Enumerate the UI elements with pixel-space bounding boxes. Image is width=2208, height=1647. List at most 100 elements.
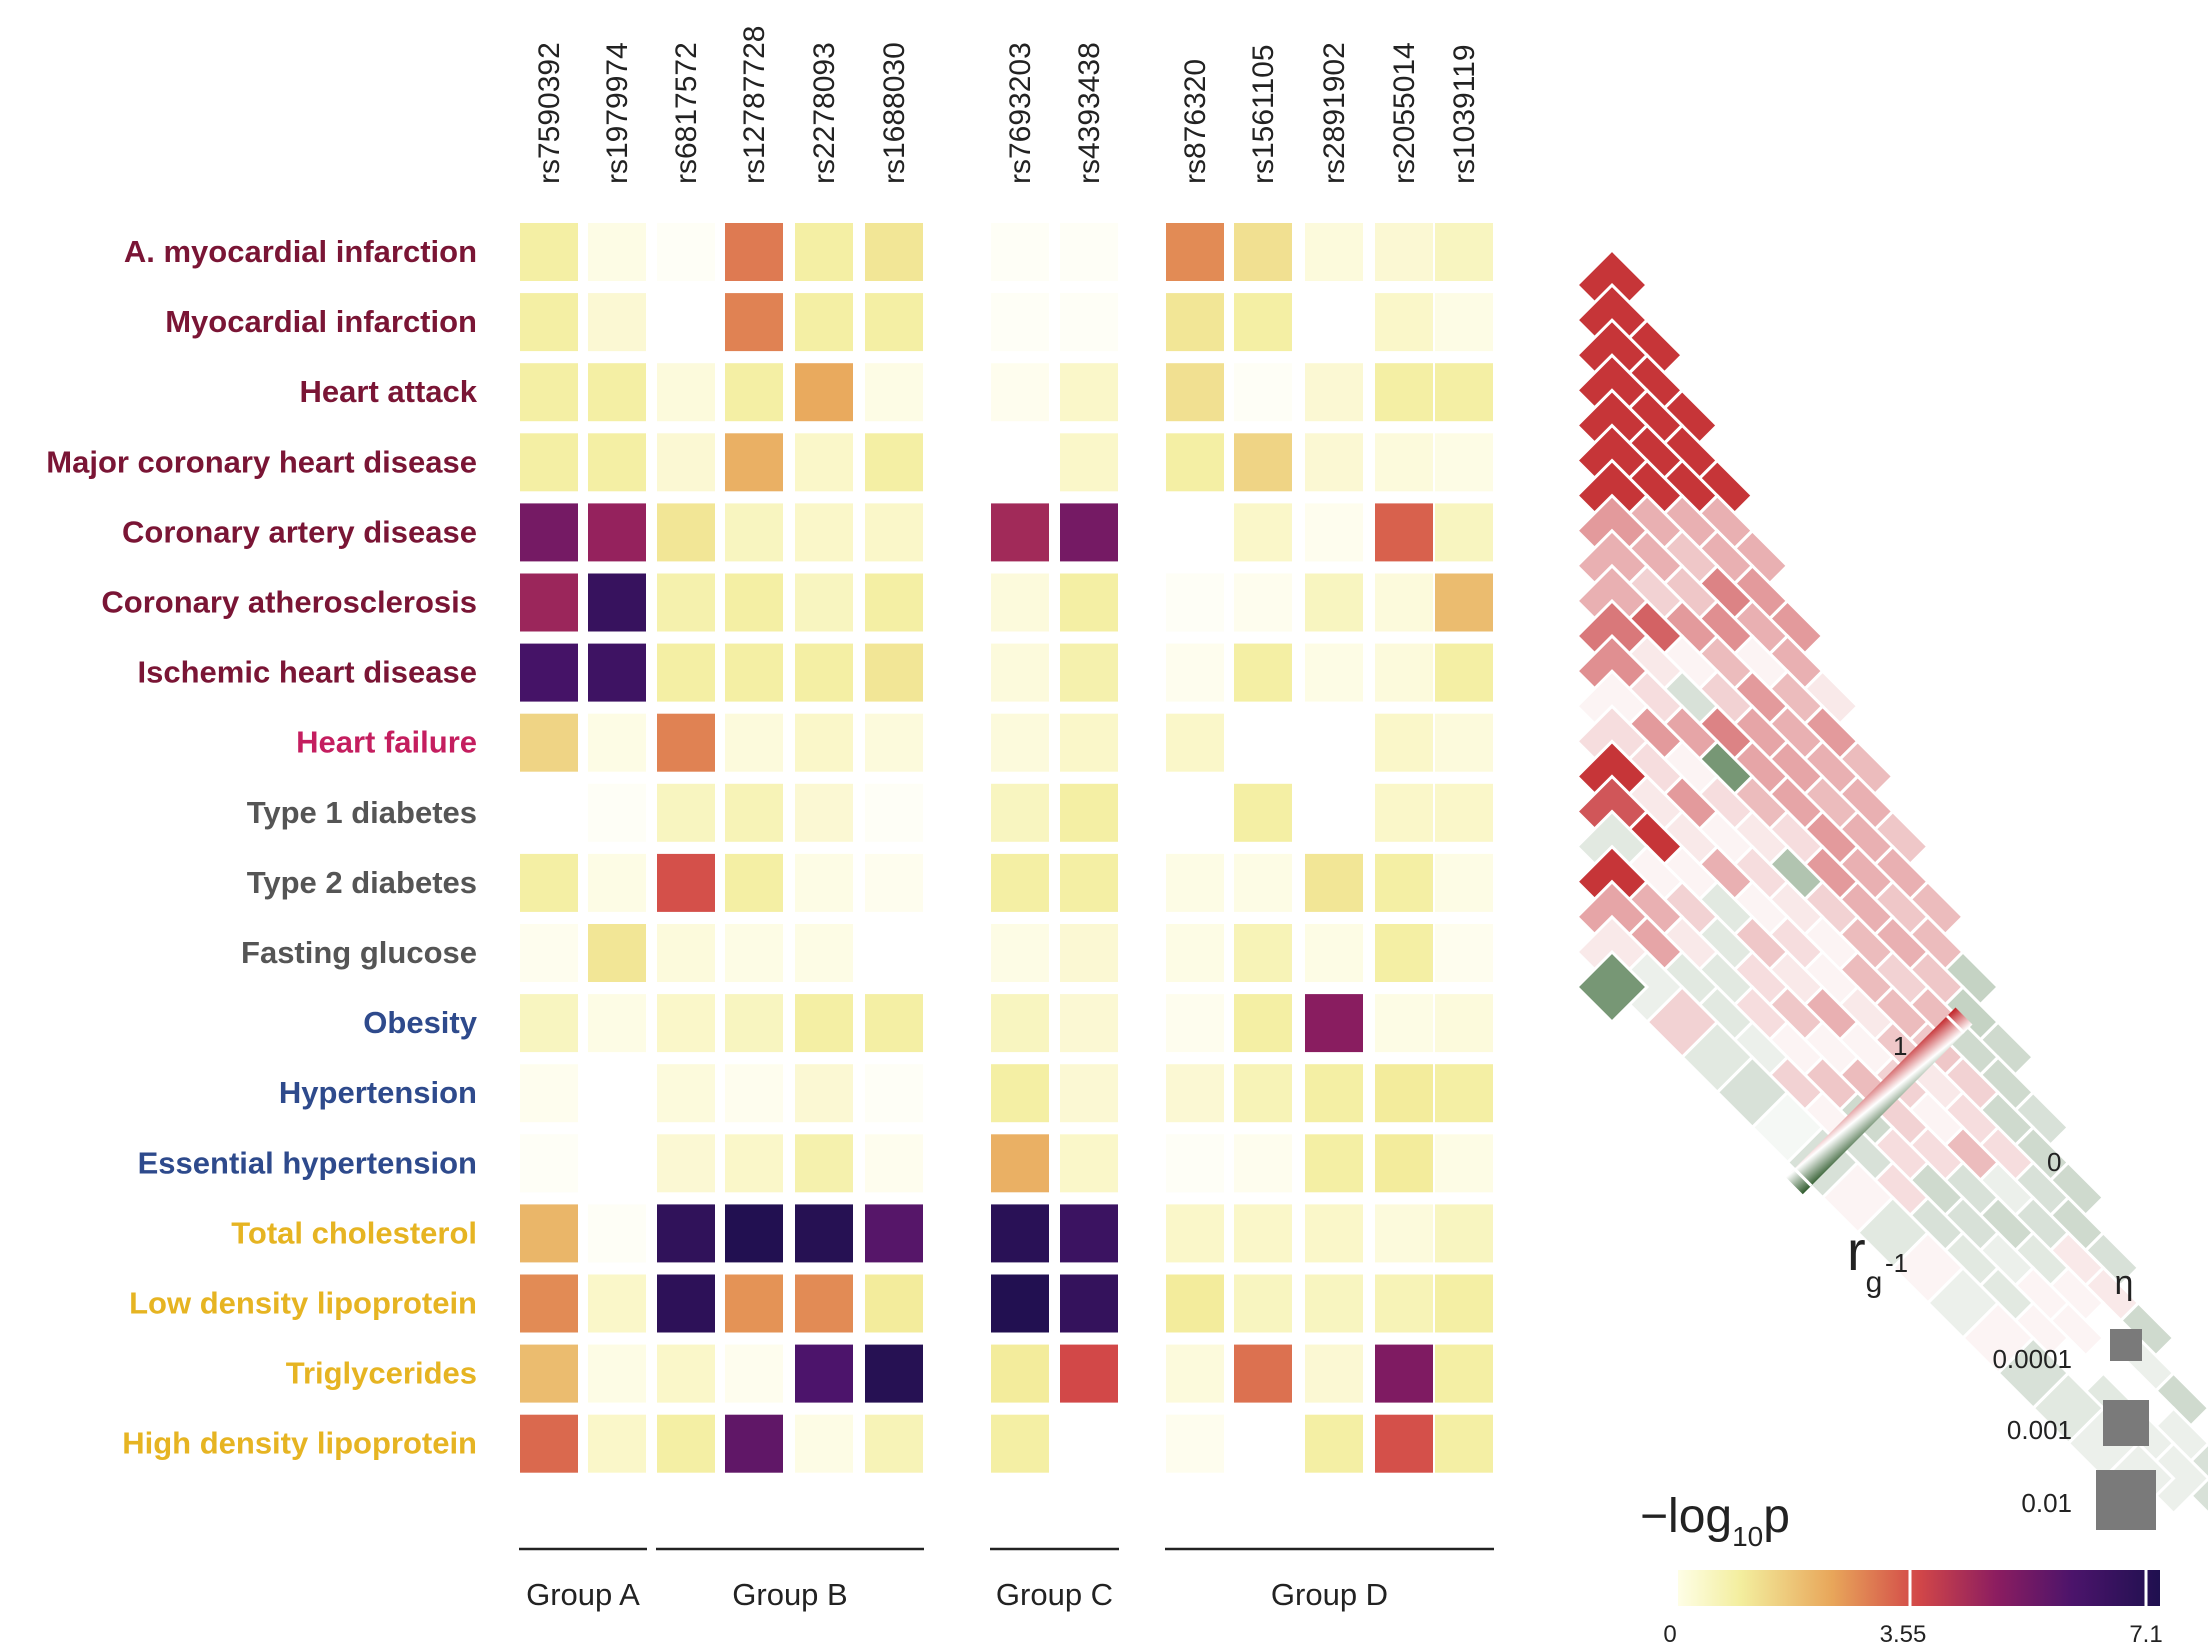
heatmap-cell [1305, 223, 1363, 281]
rg-tick-label-min: -1 [1885, 1248, 1908, 1278]
heatmap-cell [520, 643, 578, 702]
correlation-cell [1574, 949, 1650, 1025]
heatmap-cell [1305, 293, 1363, 352]
heatmap-cell [1305, 1064, 1363, 1123]
heatmap-cell [865, 433, 923, 492]
heatmap-cell [1060, 924, 1118, 982]
heatmap-cell [725, 994, 783, 1053]
heatmap-cell [725, 783, 783, 842]
heatmap-cell [865, 1064, 923, 1123]
heatmap-cell [1375, 783, 1433, 842]
heatmap-cell [1375, 1134, 1433, 1193]
heatmap-cell [520, 363, 578, 422]
heatmap-cell [795, 573, 853, 632]
row-label: Low density lipoprotein [129, 1286, 477, 1321]
heatmap-cell [865, 643, 923, 702]
heatmap-cell [991, 853, 1049, 912]
row-label: Obesity [363, 1005, 477, 1040]
logp-tick-label-max: 7.1 [2129, 1621, 2162, 1647]
heatmap-cell [991, 433, 1049, 492]
heatmap-cell [520, 433, 578, 492]
heatmap-cell [588, 573, 646, 632]
heatmap-cell [1435, 573, 1493, 632]
rg-colorbar-max-tick [1945, 1014, 1966, 1035]
heatmap-cell [1060, 783, 1118, 842]
column-label: rs6817572 [670, 42, 703, 184]
heatmap-cell [1435, 1204, 1493, 1263]
heatmap-cell [725, 1134, 783, 1193]
row-label: Coronary atherosclerosis [101, 585, 477, 620]
heatmap-cell [865, 293, 923, 352]
heatmap-cell [1435, 924, 1493, 982]
heatmap-cell [588, 853, 646, 912]
heatmap-cell [795, 853, 853, 912]
column-label: rs2278093 [808, 42, 841, 184]
heatmap-cell [520, 503, 578, 562]
heatmap-cell [725, 363, 783, 422]
heatmap-cell [1305, 643, 1363, 702]
heatmap-cell [520, 1134, 578, 1193]
heatmap-cell [1234, 783, 1292, 842]
heatmap-cell [588, 1344, 646, 1403]
heatmap-cell [1375, 503, 1433, 562]
heatmap-cell [520, 994, 578, 1053]
row-label: High density lipoprotein [122, 1426, 477, 1461]
column-label: rs7590392 [533, 42, 566, 184]
heatmap-cell [657, 573, 715, 632]
heatmap-cell [520, 223, 578, 281]
heatmap-cell [1375, 1204, 1433, 1263]
row-label: Major coronary heart disease [46, 444, 477, 479]
heatmap-cell [588, 1204, 646, 1263]
heatmap-cell [865, 853, 923, 912]
heatmap-cell [1435, 1344, 1493, 1403]
heatmap-cell [1435, 293, 1493, 352]
heatmap-cell [1060, 1064, 1118, 1123]
heatmap-cell [725, 643, 783, 702]
heatmap-cell [1305, 363, 1363, 422]
heatmap-cell [1305, 994, 1363, 1053]
heatmap-cell [795, 363, 853, 422]
heatmap-cell [1305, 853, 1363, 912]
heatmap-cell [588, 1414, 646, 1473]
heatmap-cell [991, 363, 1049, 422]
heatmap-cell [865, 994, 923, 1053]
heatmap-cell [520, 853, 578, 912]
heatmap-cell [520, 713, 578, 772]
heatmap-cell [1060, 1134, 1118, 1193]
heatmap-cell [1234, 1344, 1292, 1403]
heatmap-cell [1060, 1414, 1118, 1473]
heatmap-cell [1375, 293, 1433, 352]
row-label: Type 2 diabetes [247, 865, 477, 900]
heatmap-cell [657, 293, 715, 352]
heatmap-cell [865, 1134, 923, 1193]
heatmap-cell [1305, 1344, 1363, 1403]
heatmap-cell [725, 573, 783, 632]
heatmap-cell [1435, 363, 1493, 422]
heatmap-cell [725, 713, 783, 772]
heatmap-cell [520, 293, 578, 352]
column-label: rs4393438 [1073, 42, 1106, 184]
heatmap-cell [588, 1134, 646, 1193]
heatmap-cell [520, 1414, 578, 1473]
column-label: rs7693203 [1004, 42, 1037, 184]
heatmap-cell [588, 503, 646, 562]
heatmap-cell [795, 1414, 853, 1473]
heatmap-cell [588, 713, 646, 772]
column-label: rs1039119 [1448, 44, 1481, 184]
eta-label-medium: 0.001 [2007, 1415, 2072, 1445]
row-label: Essential hypertension [138, 1145, 477, 1180]
heatmap-cell [1435, 713, 1493, 772]
heatmap-cell [1166, 1204, 1224, 1263]
heatmap-cell [1435, 1274, 1493, 1333]
row-labels: A. myocardial infarction Myocardial infar… [46, 234, 477, 1461]
heatmap-cell [1166, 853, 1224, 912]
heatmap-cell [865, 503, 923, 562]
heatmap-cell [1166, 223, 1224, 281]
heatmap-cell [657, 1064, 715, 1123]
heatmap-cell [1435, 223, 1493, 281]
heatmap-cell [991, 783, 1049, 842]
heatmap-cells [520, 223, 1493, 1473]
heatmap-cell [1375, 924, 1433, 982]
heatmap-cell [657, 643, 715, 702]
heatmap-cell [1234, 994, 1292, 1053]
